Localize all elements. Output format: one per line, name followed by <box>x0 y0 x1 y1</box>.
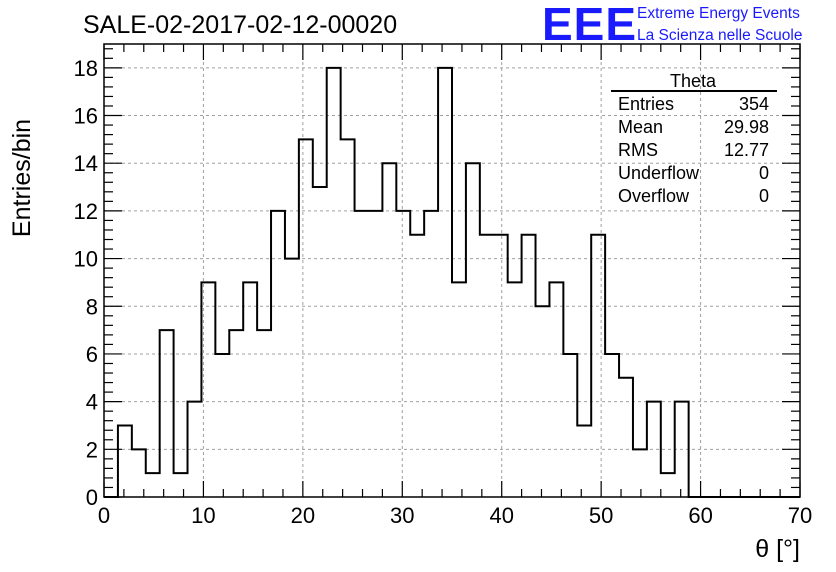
stats-box-rows: Entries 354 Mean 29.98 RMS 12.77 Underflow 0 Ove… <box>618 94 769 206</box>
logo-line-2: La Scienza nelle Scuole <box>637 27 802 44</box>
x-tick-label: 20 <box>291 503 315 528</box>
y-axis-label: Entries/bin <box>8 119 36 237</box>
x-tick-labels: 0 10 20 30 40 50 60 70 <box>98 503 812 528</box>
x-tick-label: 30 <box>390 503 414 528</box>
y-tick-label: 18 <box>74 56 98 81</box>
x-tick-label: 60 <box>688 503 712 528</box>
y-tick-label: 4 <box>86 390 98 415</box>
x-axis-label: θ [°] <box>755 535 800 563</box>
axis-ticks <box>103 44 801 498</box>
stats-row-value: 29.98 <box>724 117 769 137</box>
x-tick-label: 40 <box>489 503 513 528</box>
y-tick-label: 10 <box>74 247 98 272</box>
chart-title: SALE-02-2017-02-12-00020 <box>83 11 397 39</box>
y-tick-labels: 0 2 4 6 8 10 12 14 16 18 <box>74 56 98 510</box>
y-tick-label: 0 <box>86 485 98 510</box>
stats-row-label: Mean <box>618 117 663 137</box>
stats-box-title: Theta <box>670 71 717 91</box>
x-tick-label: 50 <box>589 503 613 528</box>
stats-row-label: Entries <box>618 94 674 114</box>
logo-mark: EEE <box>542 0 637 50</box>
stats-row-label: Underflow <box>618 163 700 183</box>
y-tick-label: 14 <box>74 151 98 176</box>
logo-line-1: Extreme Energy Events <box>637 5 800 22</box>
plot-frame <box>103 43 801 498</box>
y-tick-label: 6 <box>86 342 98 367</box>
x-tick-label: 10 <box>191 503 215 528</box>
y-tick-label: 12 <box>74 199 98 224</box>
stats-row-label: Overflow <box>618 186 690 206</box>
eee-logo: EEE Extreme Energy Events La Scienza nel… <box>542 0 802 50</box>
stats-row-label: RMS <box>618 140 658 160</box>
stats-row-value: 12.77 <box>724 140 769 160</box>
stats-row-value: 0 <box>759 186 769 206</box>
stats-box: Theta Entries 354 Mean 29.98 RMS 12.77 Underfl… <box>611 71 777 206</box>
histogram-outline <box>104 66 800 498</box>
y-tick-label: 16 <box>74 104 98 129</box>
stats-row-value: 0 <box>759 163 769 183</box>
x-tick-label: 70 <box>788 503 812 528</box>
stats-row-value: 354 <box>739 94 769 114</box>
x-tick-label: 0 <box>98 503 110 528</box>
y-tick-label: 8 <box>86 294 98 319</box>
y-tick-label: 2 <box>86 437 98 462</box>
